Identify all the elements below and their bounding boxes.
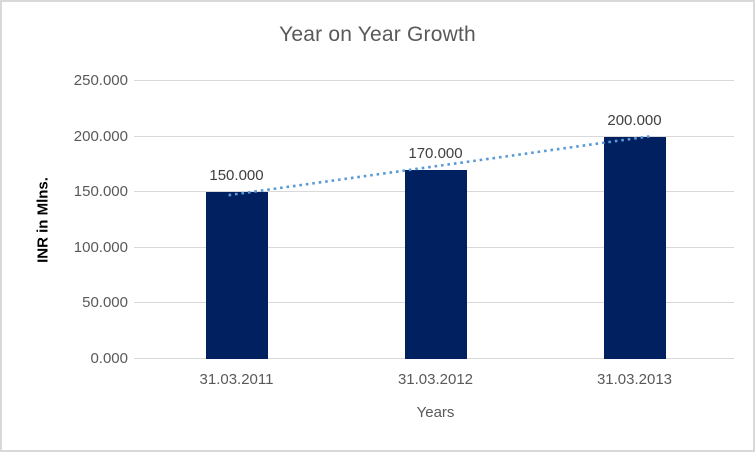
bar bbox=[205, 192, 268, 359]
y-tick-label: 200.000 bbox=[73, 127, 128, 145]
gridline bbox=[134, 80, 734, 81]
y-tick-label: 100.000 bbox=[73, 238, 128, 256]
y-tick-label: 150.000 bbox=[73, 183, 128, 201]
x-axis-title: Years bbox=[416, 404, 455, 421]
y-tick-label: 50.000 bbox=[82, 294, 128, 312]
bar bbox=[404, 169, 467, 359]
y-tick-label: 0.000 bbox=[90, 350, 128, 367]
x-tick-label: 31.03.2012 bbox=[397, 371, 474, 388]
plot-area: 150.000 170.000 200.000 bbox=[134, 80, 734, 359]
data-label: 200.000 bbox=[607, 111, 662, 129]
y-tick-label: 250.000 bbox=[73, 72, 128, 89]
bar bbox=[603, 136, 666, 359]
data-label: 170.000 bbox=[408, 144, 463, 162]
x-tick-label: 31.03.2011 bbox=[199, 371, 274, 388]
x-tick-label: 31.03.2013 bbox=[596, 371, 673, 388]
chart-title: Year on Year Growth bbox=[279, 23, 476, 46]
data-label: 150.000 bbox=[209, 167, 264, 185]
